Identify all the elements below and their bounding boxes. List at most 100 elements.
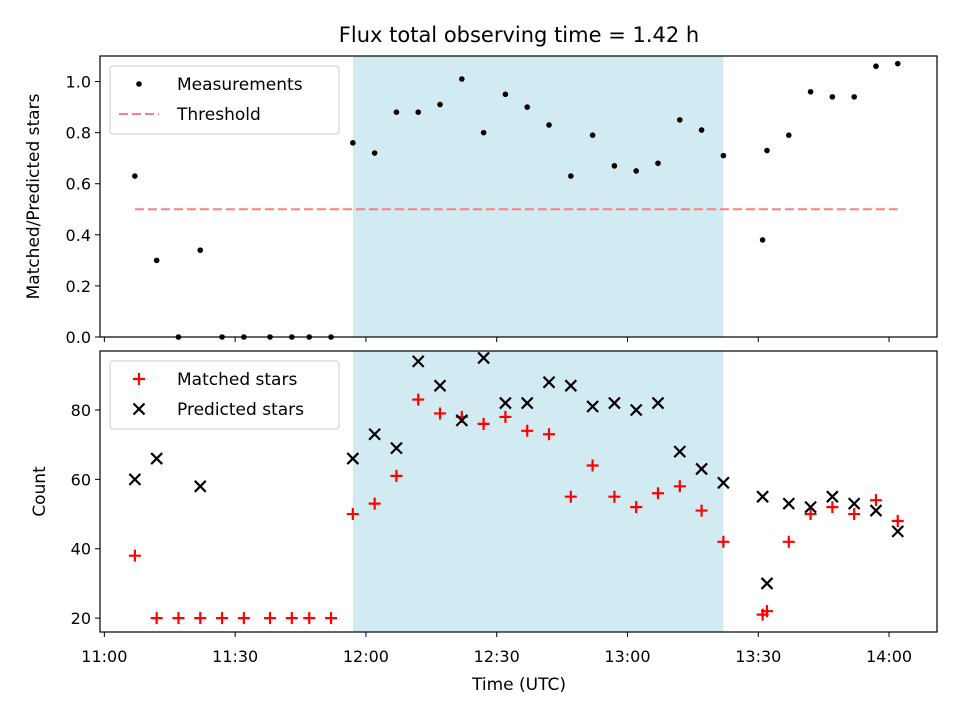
legend-label: Predicted stars	[177, 400, 304, 420]
matched-stars-point	[237, 612, 250, 625]
matched-stars-point	[434, 407, 447, 420]
measurement-point	[153, 257, 160, 264]
predicted-stars-point	[150, 452, 163, 465]
measurement-point	[350, 140, 356, 146]
measurement-point	[851, 94, 857, 100]
predicted-stars-point	[756, 490, 769, 503]
measurement-point	[764, 147, 770, 154]
measurement-point	[759, 237, 766, 243]
legend-label: Matched stars	[177, 370, 297, 390]
matched-stars-point	[717, 535, 730, 548]
matched-stars-point	[216, 612, 229, 625]
matched-stars-point	[346, 508, 359, 521]
predicted-stars-point	[782, 497, 796, 510]
predicted-stars-point	[368, 427, 381, 441]
measurement-point	[437, 101, 443, 108]
y-axis-label: Matched/Predicted stars	[24, 93, 44, 299]
matched-stars-point	[848, 508, 861, 521]
matched-stars-point	[285, 612, 298, 625]
predicted-stars-point	[608, 396, 621, 410]
axes-frame	[99, 350, 938, 633]
axes-frame	[99, 55, 938, 338]
measurement-point	[698, 127, 705, 133]
legend-box	[109, 65, 340, 135]
y-tick-label: 60	[71, 470, 91, 489]
measurement-point	[873, 63, 879, 70]
matched-stars-point	[368, 497, 381, 510]
x-tick-label: 11:30	[212, 647, 258, 666]
measurement-point	[524, 104, 531, 110]
matched-stars-point	[869, 494, 882, 507]
y-tick-label: 0.6	[66, 175, 91, 194]
measurement-point	[132, 173, 138, 179]
predicted-stars-point	[869, 504, 883, 517]
measurement-point	[807, 88, 814, 95]
predicted-stars-point	[520, 396, 534, 410]
measurement-point	[785, 132, 792, 138]
measurement-point	[829, 94, 836, 100]
legend-marker-dot	[136, 81, 142, 87]
predicted-stars-point	[717, 476, 730, 490]
chart-title: Flux total observing time = 1.42 h	[339, 23, 699, 47]
matched-stars-point	[630, 501, 643, 514]
matched-stars-point	[564, 490, 577, 503]
y-tick-label: 0.4	[66, 226, 91, 245]
matched-stars-point	[412, 393, 425, 406]
measurement-point	[655, 160, 661, 167]
predicted-stars-point	[564, 379, 578, 392]
top-panel-ratio: 0.0 0.2 0.4 0.6 0.8 1.0 Matched/Predicted star…	[24, 55, 938, 347]
measurement-point	[611, 163, 618, 169]
measurement-point	[894, 60, 901, 67]
x-tick-label: 12:30	[474, 647, 520, 666]
matched-stars-point	[325, 612, 338, 625]
matched-stars-point	[586, 459, 599, 472]
predicted-stars-point	[629, 403, 643, 417]
matched-stars-point	[390, 469, 403, 482]
legend-marker-plus	[133, 373, 145, 385]
predicted-stars-point	[760, 577, 774, 590]
predicted-stars-point	[695, 462, 708, 476]
measurement-point	[393, 109, 400, 115]
predicted-stars-point	[128, 473, 142, 486]
matched-stars-point	[891, 514, 904, 527]
y-tick-label: 0.0	[66, 328, 91, 347]
y-tick-label: 40	[71, 540, 91, 559]
matched-stars-point	[264, 612, 277, 625]
predicted-stars-point	[193, 480, 207, 493]
predicted-stars-point	[455, 414, 469, 427]
matched-stars-point	[826, 501, 839, 514]
y-axis-label: Count	[30, 466, 50, 517]
measurement-point	[589, 132, 596, 138]
matched-stars-point	[673, 480, 686, 493]
matched-stars-point	[128, 549, 141, 562]
matched-stars-point	[804, 508, 817, 521]
y-tick-label: 80	[71, 401, 91, 420]
predicted-stars-point	[390, 441, 403, 455]
y-tick-label: 1.0	[66, 73, 91, 92]
measurement-point	[415, 109, 422, 115]
legend-label: Threshold	[176, 105, 261, 125]
matched-stars-point	[499, 410, 512, 423]
matched-stars-point	[652, 487, 664, 500]
predicted-stars-point	[673, 445, 687, 458]
measurement-point	[371, 150, 378, 156]
legend-label: Measurements	[177, 75, 303, 95]
predicted-stars-point	[499, 396, 512, 410]
predicted-stars-point	[651, 396, 665, 410]
predicted-stars-point	[826, 490, 839, 503]
x-tick-label: 14:00	[866, 647, 912, 666]
predicted-stars-point	[433, 379, 447, 392]
measurement-point	[480, 129, 487, 136]
predicted-stars-point	[542, 375, 556, 389]
measurement-point	[502, 91, 509, 98]
predicted-stars-point	[346, 452, 360, 465]
matched-stars-point	[543, 428, 556, 441]
x-tick-label: 13:30	[735, 647, 781, 666]
x-axis-label: Time (UTC)	[471, 675, 566, 695]
matched-stars-point	[782, 535, 795, 548]
predicted-stars-point	[891, 525, 905, 538]
measurement-point	[633, 168, 640, 174]
y-tick-label: 0.8	[66, 124, 91, 143]
matched-stars-point	[303, 612, 316, 625]
